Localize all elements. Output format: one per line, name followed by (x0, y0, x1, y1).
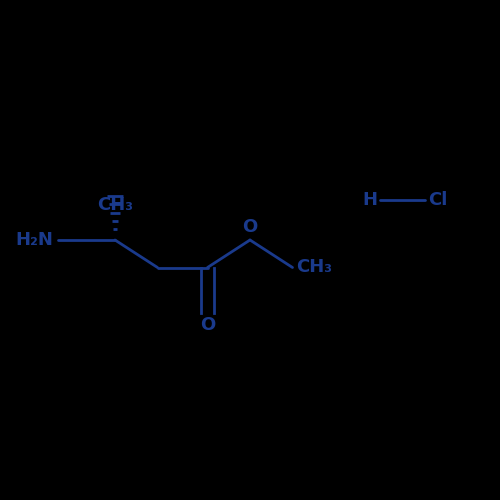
Text: Cl: Cl (428, 191, 448, 209)
Text: O: O (200, 316, 215, 334)
Text: CH₃: CH₃ (97, 196, 133, 214)
Text: H₂N: H₂N (16, 231, 54, 249)
Text: H: H (362, 191, 377, 209)
Text: CH₃: CH₃ (296, 258, 332, 276)
Text: O: O (242, 218, 258, 236)
